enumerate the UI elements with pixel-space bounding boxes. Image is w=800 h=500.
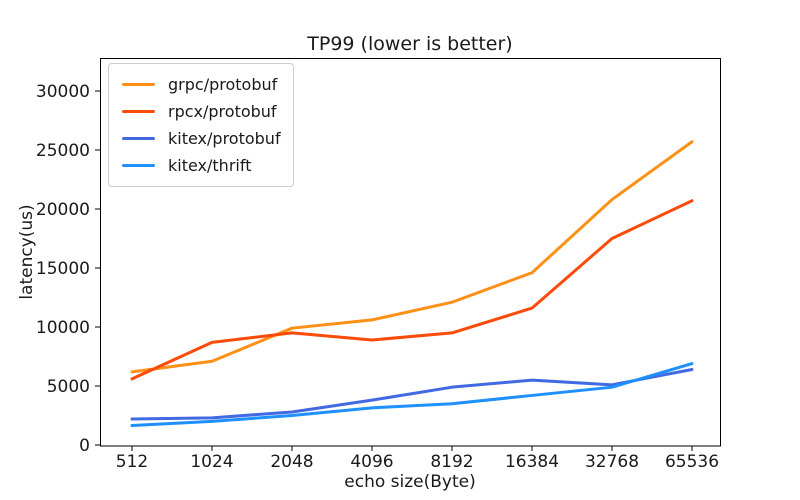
legend-item: rpcx/protobuf <box>109 98 293 125</box>
series-line-grpc-protobuf <box>130 140 694 374</box>
legend-line-swatch-grpc <box>122 83 155 86</box>
series-line-kitex-protobuf <box>130 367 694 421</box>
x-tick-label: 4096 <box>350 452 393 472</box>
legend: grpc/protobuf rpcx/protobuf kitex/protob… <box>108 63 294 187</box>
x-tick-label: 16384 <box>505 452 559 472</box>
x-tick-label: 2048 <box>270 452 313 472</box>
series-line-kitex-thrift <box>130 362 694 428</box>
y-tick-label: 0 <box>79 436 90 456</box>
legend-item: kitex/thrift <box>109 152 293 179</box>
y-tick-label: 15000 <box>36 259 90 279</box>
plot-border <box>100 58 721 447</box>
x-tick-label: 512 <box>116 452 148 472</box>
plot-dynamic-layer: 0 5000 10000 15000 20000 25000 30000 512 1024 204… <box>36 58 721 472</box>
y-tick-label: 5000 <box>47 377 90 397</box>
x-axis-label: echo size(Byte) <box>344 472 475 492</box>
x-tick-label: 8192 <box>430 452 473 472</box>
series-line-rpcx-protobuf <box>130 199 694 381</box>
y-tick-label: 10000 <box>36 318 90 338</box>
legend-label: kitex/protobuf <box>168 129 281 148</box>
x-tick-label: 1024 <box>190 452 233 472</box>
y-axis-label: latency(us) <box>17 204 37 299</box>
y-tick-label: 30000 <box>36 82 90 102</box>
y-tick-label: 25000 <box>36 141 90 161</box>
legend-line-swatch-kitex-thrift <box>122 164 155 167</box>
legend-line-swatch-kitex-protobuf <box>122 137 155 140</box>
x-tick-label: 32768 <box>585 452 639 472</box>
legend-line-swatch-rpcx <box>122 110 155 113</box>
legend-label: kitex/thrift <box>168 156 252 175</box>
legend-label: rpcx/protobuf <box>168 102 277 121</box>
chart-title: TP99 (lower is better) <box>306 33 512 55</box>
legend-label: grpc/protobuf <box>168 75 278 94</box>
x-tick-label: 65536 <box>665 452 719 472</box>
legend-item: grpc/protobuf <box>109 71 293 98</box>
y-tick-label: 20000 <box>36 200 90 220</box>
legend-item: kitex/protobuf <box>109 125 293 152</box>
